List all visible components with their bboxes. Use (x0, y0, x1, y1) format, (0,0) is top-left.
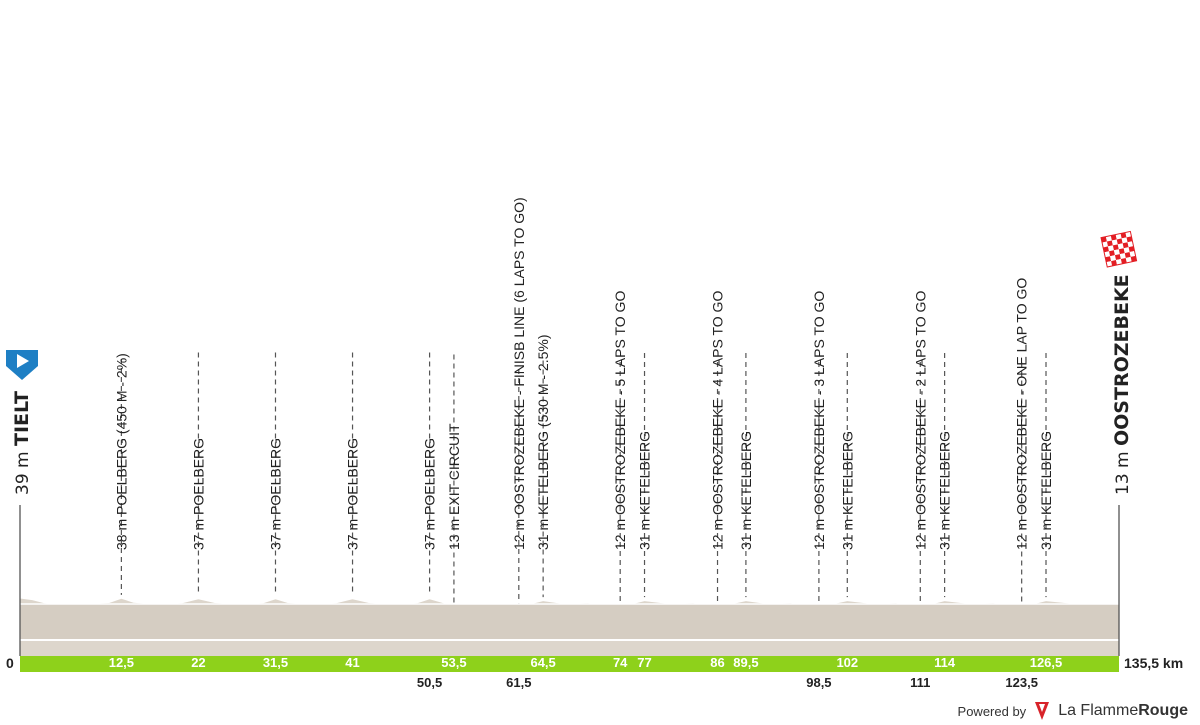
start-label: 39 m TIELT (11, 391, 33, 495)
km-marker-14: 102 (836, 655, 858, 670)
waypoint-label-4: 37 m POELBERG (345, 438, 361, 550)
km-marker-4: 41 (345, 655, 359, 670)
powered-by-text: Powered by (957, 703, 1027, 719)
km-marker-9: 74 (613, 655, 628, 670)
waypoint-label-10: 31 m KETELBERG (637, 431, 653, 550)
km-marker-11: 86 (710, 655, 724, 670)
km-marker-16: 114 (934, 655, 956, 670)
flame-logo-icon (1035, 702, 1050, 720)
km-bar (20, 656, 1119, 672)
start-elevation: 39 m (13, 446, 33, 495)
km-marker-13: 98,5 (806, 675, 831, 690)
km-marker-17: 123,5 (1005, 675, 1038, 690)
waypoint-label-5: 37 m POELBERG (422, 438, 438, 550)
finish-name: OOSTROZEBEKE (1111, 274, 1133, 446)
waypoint-label-1: 38 m POELBERG (450 M - 2%) (113, 353, 129, 550)
finish-label: 13 m OOSTROZEBEKE (1111, 274, 1133, 495)
branding: Powered by La FlammeRouge (958, 701, 1188, 721)
waypoint-label-2: 37 m POELBERG (190, 438, 206, 550)
km-marker-2: 22 (191, 655, 205, 670)
km-marker-6: 53,5 (441, 655, 466, 670)
km-marker-15: 111 (910, 675, 930, 690)
waypoint-label-8: 31 m KETELBERG (530 M - 2.5%) (535, 334, 551, 550)
waypoint-label-14: 31 m KETELBERG (839, 431, 855, 550)
km-marker-18: 126,5 (1030, 655, 1063, 670)
waypoint-label-9: 12 m OOSTROZEBEKE - 5 LAPS TO GO (612, 291, 628, 550)
profile-base-band (20, 604, 1119, 640)
km-marker-1: 12,5 (109, 655, 134, 670)
km-end-label: 135,5 km (1124, 655, 1183, 671)
km-marker-8: 64,5 (530, 655, 555, 670)
checkered-flag-icon (1100, 230, 1138, 268)
km-marker-7: 61,5 (506, 675, 531, 690)
brand-name: La FlammeRouge (1058, 702, 1188, 720)
waypoint-label-18: 31 m KETELBERG (1038, 431, 1054, 550)
start-name: TIELT (11, 391, 33, 446)
start-flag-icon (6, 350, 38, 380)
waypoint-label-11: 12 m OOSTROZEBEKE - 4 LAPS TO GO (710, 291, 726, 550)
brand-name-regular: La Flamme (1058, 702, 1139, 719)
km-marker-3: 31,5 (263, 655, 288, 670)
waypoint-label-17: 12 m OOSTROZEBEKE - ONE LAP TO GO (1014, 278, 1030, 550)
km-marker-10: 77 (637, 655, 651, 670)
waypoint-label-12: 31 m KETELBERG (738, 431, 754, 550)
km-start-label: 0 (6, 655, 14, 671)
waypoint-label-16: 31 m KETELBERG (937, 431, 953, 550)
brand-name-bold: Rouge (1138, 702, 1188, 719)
waypoint-label-13: 12 m OOSTROZEBEKE - 3 LAPS TO GO (811, 291, 827, 550)
waypoint-label-15: 12 m OOSTROZEBEKE - 2 LAPS TO GO (912, 291, 928, 550)
waypoint-label-7: 12 m OOSTROZEBEKE - FINISB LINE (6 LAPS … (511, 197, 527, 550)
km-marker-5: 50,5 (417, 675, 442, 690)
km-marker-12: 89,5 (733, 655, 758, 670)
finish-elevation: 13 m (1113, 446, 1133, 495)
waypoint-label-6: 13 m EXIT CIRCUIT (446, 423, 462, 550)
waypoint-label-3: 37 m POELBERG (267, 438, 283, 550)
